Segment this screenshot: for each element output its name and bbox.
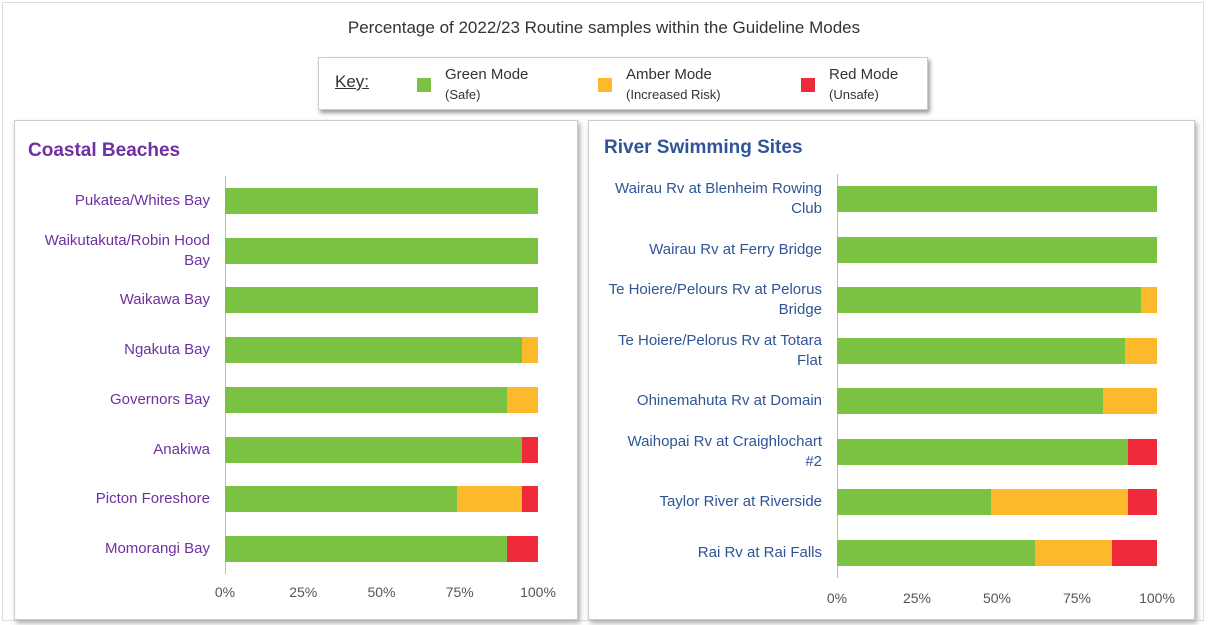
category-label: Ohinemahuta Rv at Domain bbox=[636, 392, 822, 410]
bar-segment bbox=[522, 436, 538, 463]
x-tick-label: 25% bbox=[289, 584, 318, 600]
bar-segment bbox=[1128, 438, 1157, 465]
bar-segment bbox=[522, 337, 538, 364]
bar-segment bbox=[225, 386, 507, 413]
legend-note: (Safe) bbox=[445, 87, 481, 102]
bar-segment bbox=[837, 489, 991, 516]
legend-name: Green Mode bbox=[445, 66, 529, 83]
category-label: Taylor River at Riverside bbox=[659, 493, 822, 511]
bar-segment bbox=[506, 386, 538, 413]
legend-swatch bbox=[598, 78, 612, 92]
bar-segment bbox=[225, 536, 507, 563]
category-label: Waikutakuta/Robin Hood Bay bbox=[44, 231, 210, 269]
category-label: Momorangi Bay bbox=[104, 540, 210, 558]
bar-segment bbox=[1141, 287, 1157, 314]
bar-segment bbox=[225, 486, 457, 513]
page-title: Percentage of 2022/23 Routine samples wi… bbox=[347, 18, 861, 37]
category-label: Waihopai Rv at Craighlochart #2 bbox=[627, 432, 822, 470]
category-label: Anakiwa bbox=[153, 440, 210, 458]
bar-segment bbox=[456, 486, 523, 513]
bar-segment bbox=[225, 287, 538, 314]
bar-segment bbox=[837, 438, 1129, 465]
x-tick-label: 50% bbox=[982, 590, 1012, 606]
category-label: Ngakuta Bay bbox=[124, 341, 210, 359]
bar-segment bbox=[506, 536, 538, 563]
legend-swatch bbox=[417, 78, 431, 92]
category-label: Waikawa Bay bbox=[119, 291, 210, 309]
category-label: Wairau Rv at Blenheim Rowing Club bbox=[614, 180, 822, 218]
legend-note: (Unsafe) bbox=[829, 87, 879, 102]
chart-title: Coastal Beaches bbox=[28, 140, 181, 161]
bar-segment bbox=[225, 436, 523, 463]
bar-segment bbox=[1112, 539, 1157, 566]
bar-segment bbox=[837, 388, 1103, 415]
category-label: Pukatea/Whites Bay bbox=[74, 191, 210, 209]
legend-label: Key: bbox=[335, 72, 370, 91]
category-label: Rai Rv at Rai Falls bbox=[697, 543, 822, 561]
bar-segment bbox=[522, 486, 538, 513]
bar-segment bbox=[225, 187, 538, 214]
legend-swatch bbox=[801, 78, 815, 92]
legend-note: (Increased Risk) bbox=[626, 87, 721, 102]
bar-segment bbox=[1035, 539, 1113, 566]
bar-segment bbox=[1102, 388, 1157, 415]
axis-line bbox=[837, 174, 838, 578]
bar-segment bbox=[225, 337, 523, 364]
x-tick-label: 50% bbox=[367, 584, 396, 600]
x-tick-label: 0% bbox=[214, 584, 236, 600]
axis-line bbox=[225, 176, 226, 574]
legend-name: Red Mode bbox=[829, 66, 899, 83]
bar-segment bbox=[837, 539, 1036, 566]
x-tick-label: 0% bbox=[826, 590, 848, 606]
x-tick-label: 75% bbox=[1062, 590, 1092, 606]
x-tick-label: 25% bbox=[902, 590, 932, 606]
x-tick-label: 100% bbox=[520, 584, 556, 600]
x-tick-label: 75% bbox=[445, 584, 474, 600]
bar-segment bbox=[1125, 337, 1157, 364]
legend: Key: Green Mode (Safe) Amber Mode (Increase… bbox=[318, 57, 928, 110]
bar-segment bbox=[837, 337, 1125, 364]
bar-segment bbox=[990, 489, 1129, 516]
legend-name: Amber Mode bbox=[626, 66, 712, 83]
bar-segment bbox=[837, 287, 1141, 314]
category-label: Picton Foreshore bbox=[95, 490, 210, 508]
category-label: Wairau Rv at Ferry Bridge bbox=[649, 240, 822, 258]
category-label: Governors Bay bbox=[109, 390, 210, 408]
category-label: Te Hoiere/Pelours Rv at Pelorus Bridge bbox=[608, 281, 822, 319]
chart-title: River Swimming Sites bbox=[604, 137, 803, 158]
bar-segment bbox=[225, 237, 538, 264]
bar-segment bbox=[837, 186, 1157, 213]
x-tick-label: 100% bbox=[1139, 590, 1175, 606]
category-label: Te Hoiere/Pelorus Rv at Totara Flat bbox=[618, 331, 822, 369]
bar-segment bbox=[1128, 489, 1157, 516]
bar-segment bbox=[837, 236, 1157, 263]
